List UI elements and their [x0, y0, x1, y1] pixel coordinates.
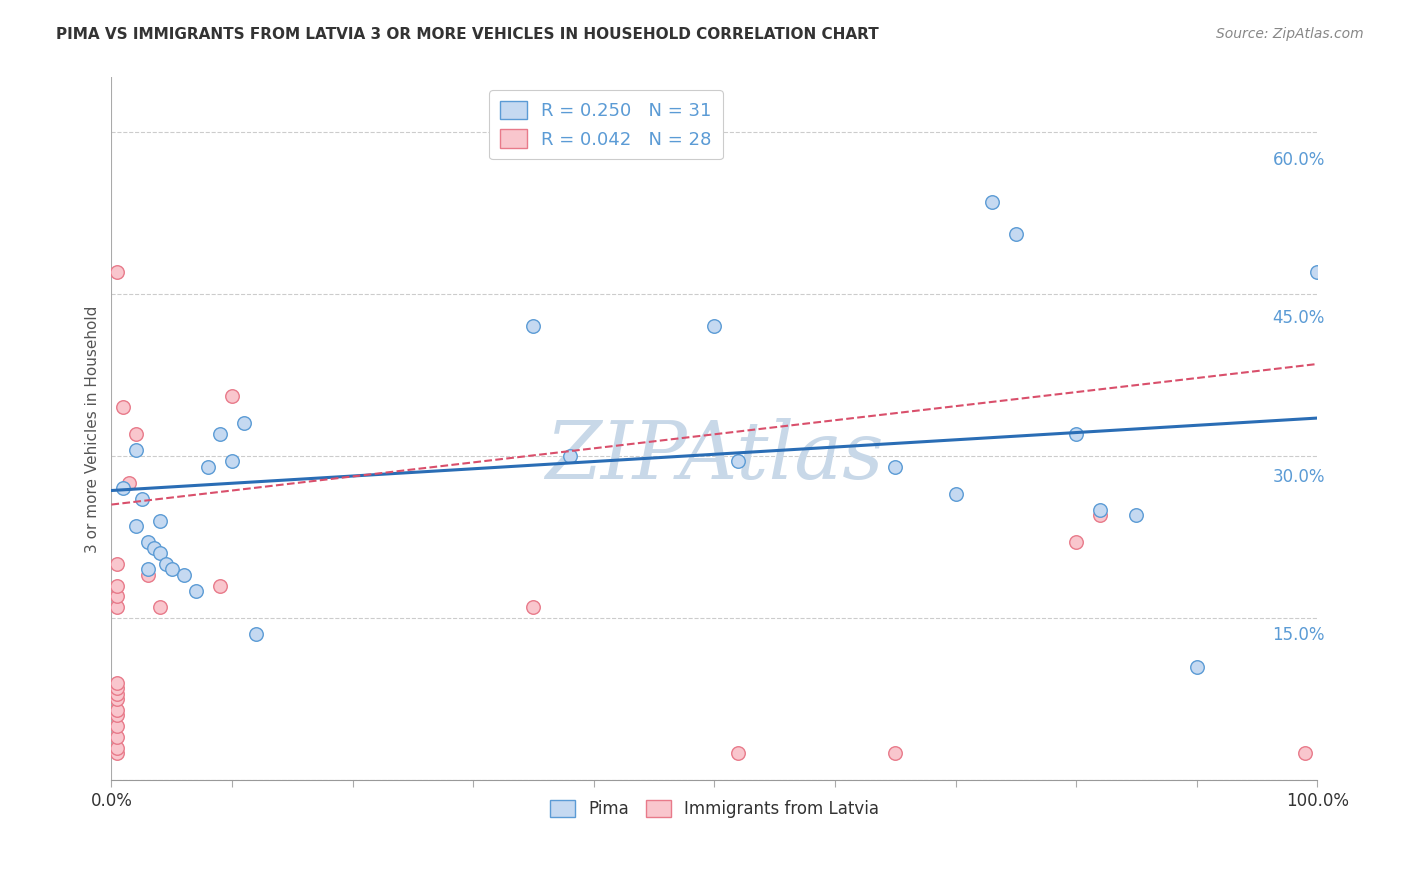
Point [1306, 265, 1329, 279]
Point [160, 562, 183, 576]
Point [1064, 427, 1087, 442]
Point [197, 459, 219, 474]
Point [208, 427, 231, 442]
Point [522, 319, 544, 334]
Point [118, 475, 141, 490]
Point [107, 719, 129, 733]
Point [1185, 659, 1208, 673]
Point [884, 746, 907, 760]
Point [221, 389, 243, 403]
Point [245, 627, 267, 641]
Point [107, 746, 129, 760]
Legend: Pima, Immigrants from Latvia: Pima, Immigrants from Latvia [543, 793, 886, 825]
Point [1294, 746, 1316, 760]
Point [558, 449, 581, 463]
Point [107, 676, 129, 690]
Point [107, 687, 129, 701]
Point [107, 708, 129, 723]
Point [136, 562, 159, 576]
Point [107, 600, 129, 615]
Text: 30.0%: 30.0% [1272, 468, 1324, 486]
Point [107, 557, 129, 571]
Point [208, 579, 231, 593]
Point [221, 454, 243, 468]
Point [112, 401, 135, 415]
Point [1064, 535, 1087, 549]
Point [1005, 227, 1028, 242]
Text: 45.0%: 45.0% [1272, 310, 1324, 327]
Point [1090, 508, 1112, 523]
Point [522, 600, 544, 615]
Point [107, 703, 129, 717]
Point [727, 746, 749, 760]
Point [124, 519, 146, 533]
Point [980, 194, 1002, 209]
Point [107, 265, 129, 279]
Point [107, 590, 129, 604]
Point [1125, 508, 1147, 523]
Point [124, 427, 146, 442]
Point [155, 557, 177, 571]
Text: PIMA VS IMMIGRANTS FROM LATVIA 3 OR MORE VEHICLES IN HOUSEHOLD CORRELATION CHART: PIMA VS IMMIGRANTS FROM LATVIA 3 OR MORE… [56, 27, 879, 42]
Point [727, 454, 749, 468]
Text: 15.0%: 15.0% [1272, 626, 1324, 644]
Point [173, 567, 195, 582]
Point [136, 567, 159, 582]
Point [136, 535, 159, 549]
Point [107, 730, 129, 744]
Text: ZIPAtlas: ZIPAtlas [546, 418, 883, 496]
Point [124, 443, 146, 458]
Text: Source: ZipAtlas.com: Source: ZipAtlas.com [1216, 27, 1364, 41]
Text: 60.0%: 60.0% [1272, 151, 1324, 169]
Point [107, 740, 129, 755]
Point [131, 492, 153, 507]
Point [945, 487, 967, 501]
Point [884, 459, 907, 474]
Point [149, 600, 172, 615]
Point [112, 481, 135, 495]
Point [107, 681, 129, 696]
Point [149, 546, 172, 560]
Point [149, 514, 172, 528]
Point [233, 417, 256, 431]
Point [142, 541, 165, 555]
Point [703, 319, 725, 334]
Point [107, 692, 129, 706]
Point [184, 584, 207, 599]
Point [107, 579, 129, 593]
Point [1090, 503, 1112, 517]
Y-axis label: 3 or more Vehicles in Household: 3 or more Vehicles in Household [86, 305, 100, 552]
